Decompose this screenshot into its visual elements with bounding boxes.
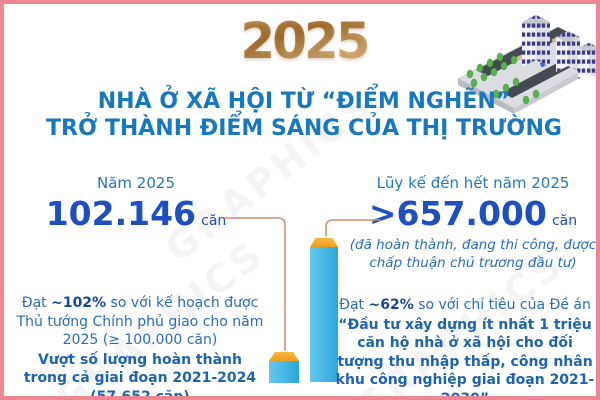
stat-cumulative-value: >657.000 xyxy=(368,194,547,233)
stat-cumulative-note: (đã hoàn thành, đang thi công, được chấp… xyxy=(349,237,597,271)
detail-percent: ~62% xyxy=(368,297,414,313)
detail-suffix: so với chỉ tiêu của Đề án xyxy=(413,297,591,313)
year-2025-gold-text: 2025 xyxy=(4,12,596,70)
detail-prefix: Đạt xyxy=(339,297,369,313)
title-line-1: NHÀ Ở XÃ HỘI TỪ “ĐIỂM NGHẼN” xyxy=(97,89,511,114)
detail-percent: ~102% xyxy=(51,295,107,311)
tower-mid xyxy=(556,31,580,72)
stat-year-2025: Năm 2025 102.146 căn xyxy=(16,174,256,232)
detail-suffix: so với kế hoạch được Thủ tướng Chính phủ… xyxy=(16,295,264,348)
detail-year-2025: Đạt ~102% so với kế hoạch được Thủ tướng… xyxy=(14,294,266,400)
title-line-2: TRỞ THÀNH ĐIỂM SÁNG CỦA THỊ TRƯỜNG xyxy=(46,116,562,141)
bar-cap-icon xyxy=(269,352,299,361)
city-block-illustration-icon xyxy=(458,15,596,114)
detail-quote: “Đầu tư xây dựng ít nhất 1 triệu căn hộ … xyxy=(335,316,595,400)
stat-cumulative: Lũy kế đến hết năm 2025 >657.000 căn (đã… xyxy=(344,174,597,272)
bar-cap-icon xyxy=(310,238,338,247)
detail-prefix: Đạt xyxy=(21,295,52,311)
stat-cumulative-unit: căn xyxy=(551,213,578,229)
stat-year-value-row: 102.146 căn xyxy=(16,196,256,232)
bar-cumulative xyxy=(310,238,338,382)
stat-year-label: Năm 2025 xyxy=(97,174,175,192)
bar-body xyxy=(310,247,338,382)
tower-tall xyxy=(522,15,550,67)
detail-highlight: Vượt số lượng hoàn thành trong cả giai đ… xyxy=(23,351,257,400)
stat-cumulative-label: Lũy kế đến hết năm 2025 xyxy=(376,174,570,192)
page-title: NHÀ Ở XÃ HỘI TỪ “ĐIỂM NGHẼN” TRỞ THÀNH Đ… xyxy=(4,88,596,142)
stat-year-unit: căn xyxy=(201,213,227,229)
stat-cumulative-value-row: >657.000 căn xyxy=(344,194,596,233)
detail-cumulative: Đạt ~62% so với chỉ tiêu của Đề án “Đầu … xyxy=(334,296,596,400)
stat-year-value: 102.146 xyxy=(45,194,197,233)
bar-body xyxy=(269,361,299,383)
bar-year-2025 xyxy=(269,352,299,383)
tower-small xyxy=(578,43,596,79)
